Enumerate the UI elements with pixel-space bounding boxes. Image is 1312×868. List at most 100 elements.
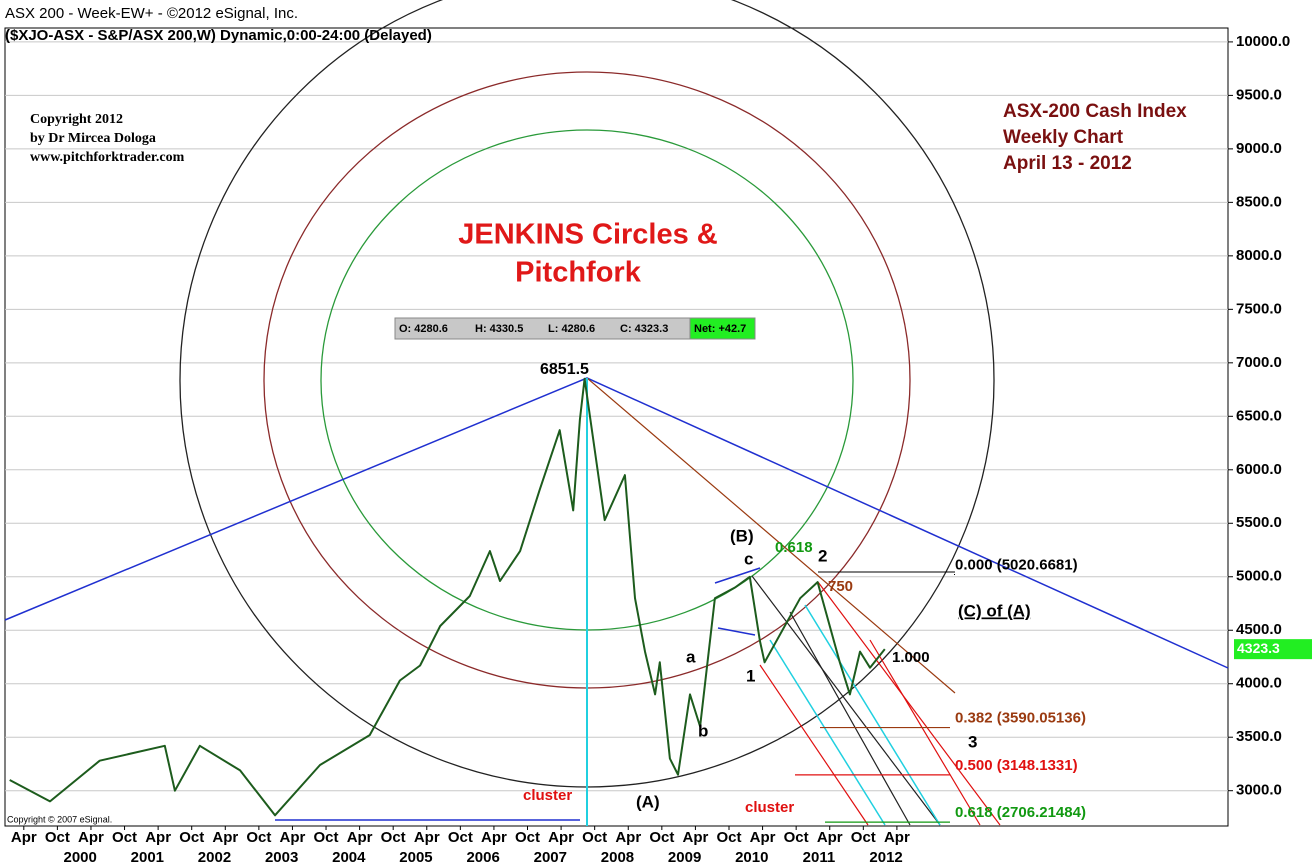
fib-label: 0.500 (3148.1331) bbox=[955, 757, 1078, 774]
copyright: www.pitchforktrader.com bbox=[30, 150, 185, 165]
net-box bbox=[689, 317, 756, 340]
year-label: 2008 bbox=[601, 849, 634, 866]
x-tick-label: Apr bbox=[78, 829, 104, 846]
fork-line bbox=[804, 604, 941, 826]
year-label: 2003 bbox=[265, 849, 298, 866]
annotation: c bbox=[744, 549, 753, 568]
x-tick-label: Apr bbox=[347, 829, 373, 846]
ohlc: H: 4330.5 bbox=[475, 323, 523, 335]
fork-line bbox=[817, 581, 1001, 826]
annotation: (A) bbox=[636, 792, 660, 811]
y-tick-label: 4500.0 bbox=[1236, 621, 1282, 638]
x-tick-label: Apr bbox=[682, 829, 708, 846]
annotation: 1.000 bbox=[892, 649, 930, 666]
x-tick-label: Oct bbox=[45, 829, 70, 846]
x-tick-label: Apr bbox=[280, 829, 306, 846]
info: April 13 - 2012 bbox=[1003, 153, 1132, 174]
year-label: 2005 bbox=[399, 849, 432, 866]
subtitle: ($XJO-ASX - S&P/ASX 200,W) Dynamic,0:00-… bbox=[5, 27, 432, 44]
annotation: 0.618 bbox=[775, 539, 813, 556]
median-line bbox=[586, 377, 956, 694]
info: Weekly Chart bbox=[1003, 127, 1124, 148]
fork-line bbox=[769, 639, 886, 826]
annotation: b bbox=[698, 721, 708, 740]
info: ASX-200 Cash Index bbox=[1003, 101, 1187, 122]
channel-line bbox=[717, 627, 756, 636]
annotation: 750 bbox=[828, 578, 853, 595]
marks bbox=[9, 377, 886, 817]
ohlc: O: 4280.6 bbox=[399, 323, 448, 335]
plot-frame bbox=[4, 27, 1229, 827]
annotation: (B) bbox=[730, 526, 754, 545]
annotation: 6851.5 bbox=[540, 361, 589, 378]
x-tick-label: Apr bbox=[817, 829, 843, 846]
y-tick-label: 7000.0 bbox=[1236, 354, 1282, 371]
x-tick-label: Apr bbox=[481, 829, 507, 846]
year-label: 2012 bbox=[869, 849, 902, 866]
y-tick-label: 5000.0 bbox=[1236, 568, 1282, 585]
x-tick-label: Apr bbox=[414, 829, 440, 846]
x-tick-label: Oct bbox=[716, 829, 741, 846]
annotation: 3 bbox=[968, 732, 977, 751]
last-price-box bbox=[1234, 639, 1312, 660]
ohlc: L: 4280.6 bbox=[548, 323, 595, 335]
x-tick-label: Oct bbox=[582, 829, 607, 846]
headline: Pitchfork bbox=[515, 257, 642, 289]
x-tick-label: Oct bbox=[784, 829, 809, 846]
annotation: cluster bbox=[745, 799, 794, 816]
y-tick-label: 5500.0 bbox=[1236, 514, 1282, 531]
x-tick-label: Apr bbox=[212, 829, 238, 846]
y-tick-label: 10000.0 bbox=[1236, 33, 1290, 50]
title: ASX 200 - Week-EW+ - ©2012 eSignal, Inc. bbox=[5, 5, 298, 22]
fork-line bbox=[789, 611, 911, 826]
x-tick-label: Oct bbox=[649, 829, 674, 846]
annotation: 1 bbox=[746, 666, 755, 685]
x-tick-label: Apr bbox=[11, 829, 37, 846]
x-tick-label: Apr bbox=[145, 829, 171, 846]
y-tick-label: 7500.0 bbox=[1236, 300, 1282, 317]
ohlc: C: 4323.3 bbox=[620, 323, 668, 335]
annotation: a bbox=[686, 647, 696, 666]
x-tick-label: Oct bbox=[381, 829, 406, 846]
grid bbox=[5, 41, 1228, 792]
year-label: 2010 bbox=[735, 849, 768, 866]
annotation: cluster bbox=[523, 787, 572, 804]
y-tick-label: 3500.0 bbox=[1236, 728, 1282, 745]
fork-line bbox=[751, 575, 941, 826]
annotation: 2 bbox=[818, 546, 827, 565]
fib-label: 0.382 (3590.05136) bbox=[955, 710, 1086, 727]
fork-line bbox=[869, 639, 981, 826]
x-tick-label: Oct bbox=[179, 829, 204, 846]
vendor-note: Copyright © 2007 eSignal. bbox=[7, 814, 112, 824]
y-tick-label: 3000.0 bbox=[1236, 782, 1282, 799]
fork-line bbox=[759, 664, 869, 826]
x-tick-label: Oct bbox=[246, 829, 271, 846]
y-tick-label: 9000.0 bbox=[1236, 140, 1282, 157]
x-tick-label: Apr bbox=[884, 829, 910, 846]
x-tick-label: Oct bbox=[515, 829, 540, 846]
last-price-label: 4323.3 bbox=[1237, 640, 1280, 656]
copyright: by Dr Mircea Dologa bbox=[30, 131, 156, 146]
year-label: 2009 bbox=[668, 849, 701, 866]
y-tick-label: 6000.0 bbox=[1236, 461, 1282, 478]
x-tick-label: Apr bbox=[548, 829, 574, 846]
fib-label: 0.000 (5020.6681) bbox=[955, 557, 1078, 574]
y-tick-label: 8000.0 bbox=[1236, 247, 1282, 264]
headline: JENKINS Circles & bbox=[458, 219, 718, 251]
x-tick-label: Oct bbox=[851, 829, 876, 846]
ohlc: Net: +42.7 bbox=[694, 323, 746, 335]
y-tick-label: 8500.0 bbox=[1236, 193, 1282, 210]
copyright: Copyright 2012 bbox=[30, 112, 123, 127]
y-tick-label: 9500.0 bbox=[1236, 86, 1282, 103]
year-label: 2004 bbox=[332, 849, 366, 866]
fib-label: 0.618 (2706.21484) bbox=[955, 804, 1086, 821]
year-label: 2000 bbox=[63, 849, 96, 866]
year-label: 2006 bbox=[466, 849, 499, 866]
y-tick-label: 6500.0 bbox=[1236, 407, 1282, 424]
x-tick-label: Oct bbox=[314, 829, 339, 846]
year-label: 2007 bbox=[534, 849, 567, 866]
price-line bbox=[9, 377, 886, 817]
y-tick-label: 4000.0 bbox=[1236, 675, 1282, 692]
